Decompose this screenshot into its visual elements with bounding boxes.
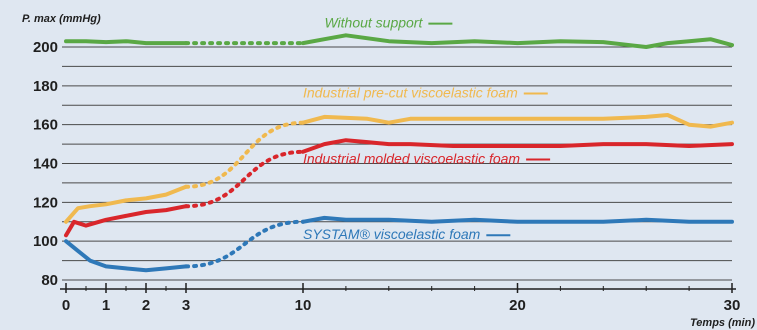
series-line-late [301,215,734,224]
x-tick-label: 30 [724,297,741,314]
series-line-late [301,113,734,129]
series-line-early [64,204,188,238]
grid-layer [62,46,732,281]
y-tick-label: 160 [33,117,58,134]
y-tick-label: 120 [33,194,58,211]
series-line-dotted [184,120,305,189]
y-tick-label: 100 [33,233,58,250]
series-line-late [301,138,734,154]
x-tick-label: 1 [102,297,110,314]
y-tick-label: 180 [33,78,58,95]
x-tick-label: 10 [295,297,312,314]
x-tick-label: 0 [62,297,70,314]
series-line-early [64,239,188,273]
axis-layer: P. max (mmHg) Temps (min) 80100120140160… [22,13,755,329]
series-label: Without support [324,15,423,31]
series-line-early [64,39,188,46]
series-label: SYSTAM® viscoelastic foam [303,226,481,242]
x-axis-title: Temps (min) [690,317,755,329]
series-layer [64,33,734,273]
y-tick-label: 140 [33,156,58,173]
series-line-early [64,184,188,224]
series-label: Industrial pre-cut viscoelastic foam [303,84,518,100]
series-line-late [301,33,734,49]
x-tick-label: 20 [509,297,526,314]
label-layer: Without support Industrial pre-cut viscoe… [303,15,551,242]
x-tick-label: 3 [182,297,190,314]
x-tick-label: 2 [142,297,150,314]
series-label: Industrial molded viscoelastic foam [303,151,520,167]
y-tick-label: 200 [33,39,58,56]
y-tick-label: 80 [41,272,58,289]
series-line-dotted [184,149,305,209]
series-line-dotted [184,219,305,269]
y-axis-title: P. max (mmHg) [22,13,101,25]
